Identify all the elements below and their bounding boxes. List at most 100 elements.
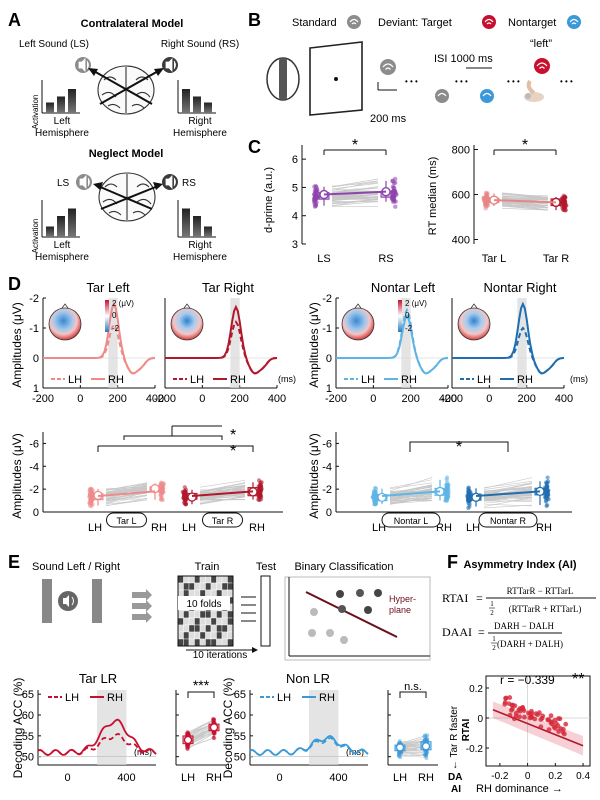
fold-cell — [183, 582, 190, 591]
group-label-pill — [381, 512, 441, 528]
wifi-target-icon — [482, 15, 496, 29]
fold-cell — [221, 617, 228, 626]
panel-d-letter: D — [8, 274, 21, 294]
subject-line — [187, 724, 215, 738]
d-ylabel-left: Amplitudes (μV) — [10, 302, 24, 388]
x-cat-rh: RH — [151, 522, 167, 534]
rs-label: RS — [182, 178, 196, 189]
nose — [61, 303, 69, 309]
y-tick-label: -4 — [29, 461, 39, 473]
half-1: 1 — [490, 600, 494, 608]
bars-contra-right — [182, 89, 212, 113]
data-point — [212, 736, 217, 741]
fold-cell — [188, 589, 195, 598]
process-arrows — [132, 589, 152, 623]
data-point — [183, 495, 188, 500]
sig-star: * — [522, 137, 528, 154]
test-column — [260, 575, 271, 647]
y-tick-label: -4 — [322, 461, 332, 473]
standard-label: Standard — [292, 17, 337, 29]
subject-line — [105, 495, 148, 502]
sound-lr-label: Sound Left / Right — [32, 561, 120, 573]
colorbar-min: -2 — [405, 324, 413, 333]
data-point — [536, 710, 542, 716]
x-tick-label: -200 — [325, 393, 347, 405]
fold-cell — [210, 575, 217, 584]
legend-lh: LH — [277, 692, 291, 704]
median-marker — [187, 492, 197, 502]
d-title-nontar-left: Nontar Left — [371, 280, 436, 295]
fold-cell — [194, 624, 201, 633]
fold-cell — [227, 575, 234, 584]
x-tick-label: 0 — [370, 393, 376, 405]
sig-bracket — [399, 691, 427, 698]
data-point — [314, 184, 319, 190]
fold-cell — [199, 631, 206, 640]
rt-cat-r: Tar R — [543, 253, 569, 265]
legend-lh: LH — [65, 692, 79, 704]
d-xunit: (ms) — [570, 374, 588, 384]
panel-b: B Standard Deviant: Target Nontarget 200… — [248, 10, 581, 125]
half-1: 1 — [492, 635, 496, 643]
x-tick-label: 0 — [77, 393, 83, 405]
x-tick-label: -200 — [441, 393, 463, 405]
subject-line — [105, 498, 148, 501]
subject-line — [199, 480, 246, 488]
subject-line — [331, 180, 379, 188]
subject-line — [105, 499, 148, 505]
erp-amplitude-boxplots: -6 -4 -2 0 LH RH Tar L LH RH Tar R -6 -4 -2 0 LH RH Nont… — [29, 425, 572, 534]
speaker-right-icon — [162, 174, 178, 190]
data-point — [506, 701, 512, 707]
x-tick-label: -0.2 — [491, 771, 509, 782]
legend-lh: LH — [361, 374, 375, 386]
subject-line — [483, 492, 533, 501]
data-point — [465, 498, 471, 503]
fold-cell — [216, 575, 223, 584]
subject-line — [483, 482, 533, 490]
neglect-title: Neglect Model — [89, 148, 164, 160]
fold-cell — [221, 624, 228, 633]
rt-points — [481, 190, 569, 213]
right-hemi-1: Right — [188, 240, 212, 251]
rtai-num: RTTarR − RTTarL — [507, 586, 574, 596]
fold-cell — [227, 589, 234, 598]
subject-line — [483, 477, 533, 489]
subject-line — [187, 719, 215, 733]
subject-line — [483, 500, 533, 502]
ls-label: LS — [57, 178, 70, 189]
fold-cell — [205, 638, 212, 647]
data-point — [562, 194, 568, 200]
y-tick-label: 1 — [33, 383, 39, 395]
r-text: r = −0.339 — [500, 673, 555, 687]
speaker-right-icon — [162, 57, 178, 73]
rt-ylabel: RT median (ms) — [427, 157, 439, 235]
dots: • • • — [507, 77, 520, 86]
data-point — [526, 710, 531, 716]
subject-line — [399, 735, 427, 744]
sig-bracket — [409, 441, 509, 452]
hyperplane-line — [305, 591, 398, 638]
d-ylabel-right: Amplitudes (μV) — [307, 302, 321, 388]
scalp-topomap — [457, 307, 491, 341]
x-tick-label: 200 — [517, 393, 535, 405]
folds-label-bg — [178, 596, 230, 610]
data-point — [370, 495, 375, 500]
sig-star: * — [456, 439, 462, 456]
y-tick-label: 55 — [22, 731, 34, 743]
fold-cell — [183, 624, 190, 633]
activation-bar — [193, 96, 201, 113]
fold-cell — [216, 582, 223, 591]
fold-cell — [188, 582, 195, 591]
data-point — [544, 484, 549, 489]
time-window — [108, 298, 118, 388]
median-marker — [421, 742, 431, 751]
arrow-ls-to-rh — [91, 69, 153, 105]
data-point — [507, 712, 513, 718]
median-marker — [183, 735, 193, 745]
data-point — [88, 486, 93, 491]
folds-label: 10 folds — [186, 599, 221, 610]
x-tick-label: 200 — [230, 393, 248, 405]
group-label: Tar R — [212, 516, 234, 526]
colorbar-max: 2 (μV) — [405, 299, 427, 308]
